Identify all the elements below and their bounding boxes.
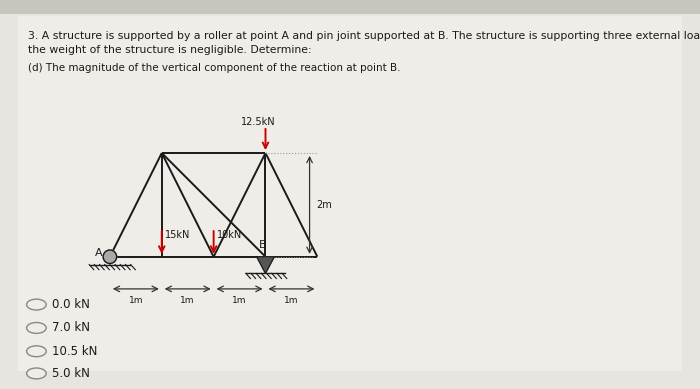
- Text: 2m: 2m: [316, 200, 332, 210]
- Text: A: A: [95, 247, 103, 258]
- Text: 0.0 kN: 0.0 kN: [52, 298, 90, 311]
- Text: the weight of the structure is negligible. Determine:: the weight of the structure is negligibl…: [28, 45, 312, 55]
- Bar: [0, 0, 700, 14]
- Polygon shape: [257, 257, 274, 273]
- Text: (d) The magnitude of the vertical component of the reaction at point B.: (d) The magnitude of the vertical compon…: [28, 63, 400, 73]
- Text: 10kN: 10kN: [217, 230, 242, 240]
- Circle shape: [103, 250, 117, 263]
- Text: 5.0 kN: 5.0 kN: [52, 367, 90, 380]
- Text: 1m: 1m: [284, 296, 299, 305]
- Text: 1m: 1m: [181, 296, 195, 305]
- Text: 12.5kN: 12.5kN: [241, 117, 275, 127]
- Text: 10.5 kN: 10.5 kN: [52, 345, 98, 358]
- Text: 15kN: 15kN: [165, 230, 190, 240]
- Text: 7.0 kN: 7.0 kN: [52, 321, 90, 335]
- Text: 1m: 1m: [232, 296, 247, 305]
- Text: 1m: 1m: [129, 296, 143, 305]
- Text: B: B: [259, 240, 267, 251]
- Text: 3. A structure is supported by a roller at point A and pin joint supported at B.: 3. A structure is supported by a roller …: [28, 31, 700, 41]
